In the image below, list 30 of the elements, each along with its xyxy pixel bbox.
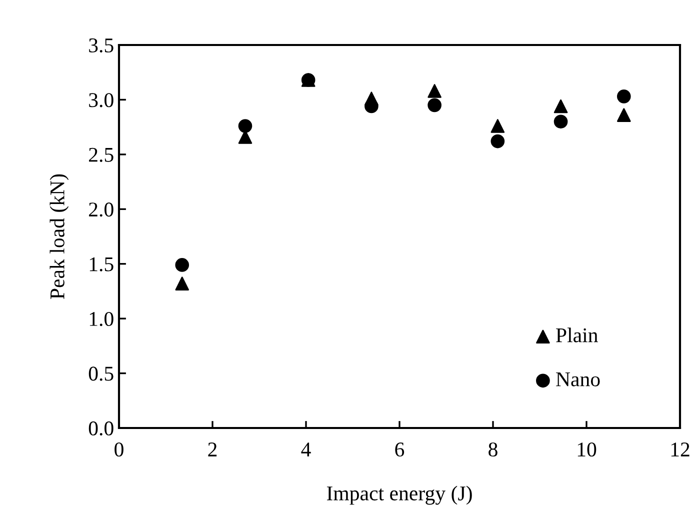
point	[490, 134, 505, 148]
point	[175, 276, 190, 290]
y-tick-label: 1.5	[90, 257, 114, 272]
point	[554, 99, 568, 114]
x-tick-label: 2	[208, 442, 217, 456]
point	[428, 98, 442, 112]
x-tick-label: 0	[114, 442, 124, 457]
y-tick-label: 1.0	[90, 312, 114, 326]
y-axis-title: Peak load (kN)	[50, 174, 69, 299]
point	[238, 119, 252, 133]
point	[175, 258, 190, 272]
x-axis-title: Impact energy (J)	[326, 486, 472, 505]
y-tick-label: 0.5	[88, 366, 114, 381]
y-tick-label: 2.0	[89, 202, 114, 217]
point	[554, 114, 568, 129]
y-tick-label: 0.0	[88, 421, 114, 436]
point	[616, 90, 631, 104]
legend-label: Nano	[556, 372, 600, 386]
x-tick-label: 12	[671, 442, 690, 456]
y-tick-label: 2.5	[89, 148, 114, 162]
point	[616, 108, 631, 122]
point	[490, 119, 505, 133]
legend-label: Plain	[556, 328, 598, 342]
y-tick-label: 3.0	[89, 93, 114, 108]
x-tick-label: 8	[488, 442, 498, 457]
point	[428, 84, 442, 98]
x-tick-label: 10	[578, 442, 596, 457]
y-tick-label: 3.5	[89, 38, 114, 53]
x-tick-label: 6	[395, 442, 404, 457]
x-tick-label: 4	[301, 442, 311, 456]
